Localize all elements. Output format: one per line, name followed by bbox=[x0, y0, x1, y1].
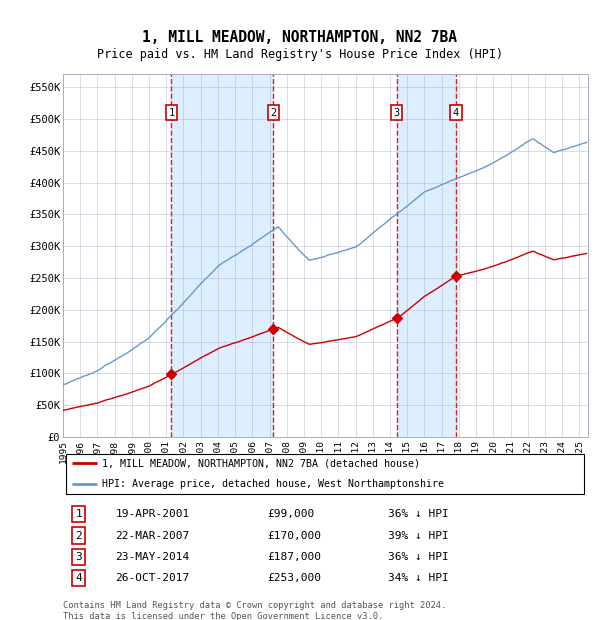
Text: Price paid vs. HM Land Registry's House Price Index (HPI): Price paid vs. HM Land Registry's House … bbox=[97, 48, 503, 61]
Text: £170,000: £170,000 bbox=[268, 531, 322, 541]
Text: 39% ↓ HPI: 39% ↓ HPI bbox=[389, 531, 449, 541]
Text: 1, MILL MEADOW, NORTHAMPTON, NN2 7BA (detached house): 1, MILL MEADOW, NORTHAMPTON, NN2 7BA (de… bbox=[103, 458, 421, 469]
Text: 3: 3 bbox=[76, 552, 82, 562]
Text: 1, MILL MEADOW, NORTHAMPTON, NN2 7BA: 1, MILL MEADOW, NORTHAMPTON, NN2 7BA bbox=[143, 30, 458, 45]
Text: HPI: Average price, detached house, West Northamptonshire: HPI: Average price, detached house, West… bbox=[103, 479, 445, 489]
FancyBboxPatch shape bbox=[65, 454, 584, 494]
Text: 1: 1 bbox=[169, 108, 175, 118]
Text: 19-APR-2001: 19-APR-2001 bbox=[115, 509, 190, 519]
Text: £253,000: £253,000 bbox=[268, 574, 322, 583]
Text: 2: 2 bbox=[76, 531, 82, 541]
Text: 2: 2 bbox=[270, 108, 277, 118]
Text: 23-MAY-2014: 23-MAY-2014 bbox=[115, 552, 190, 562]
Text: 36% ↓ HPI: 36% ↓ HPI bbox=[389, 552, 449, 562]
Text: £187,000: £187,000 bbox=[268, 552, 322, 562]
Text: 34% ↓ HPI: 34% ↓ HPI bbox=[389, 574, 449, 583]
Bar bbox=[397, 74, 456, 437]
Text: Contains HM Land Registry data © Crown copyright and database right 2024.
This d: Contains HM Land Registry data © Crown c… bbox=[63, 601, 446, 620]
Text: 1: 1 bbox=[76, 509, 82, 519]
Text: 3: 3 bbox=[394, 108, 400, 118]
Text: 22-MAR-2007: 22-MAR-2007 bbox=[115, 531, 190, 541]
Bar bbox=[172, 74, 274, 437]
Text: 26-OCT-2017: 26-OCT-2017 bbox=[115, 574, 190, 583]
Text: £99,000: £99,000 bbox=[268, 509, 315, 519]
Text: 4: 4 bbox=[452, 108, 459, 118]
Text: 36% ↓ HPI: 36% ↓ HPI bbox=[389, 509, 449, 519]
Text: 4: 4 bbox=[76, 574, 82, 583]
